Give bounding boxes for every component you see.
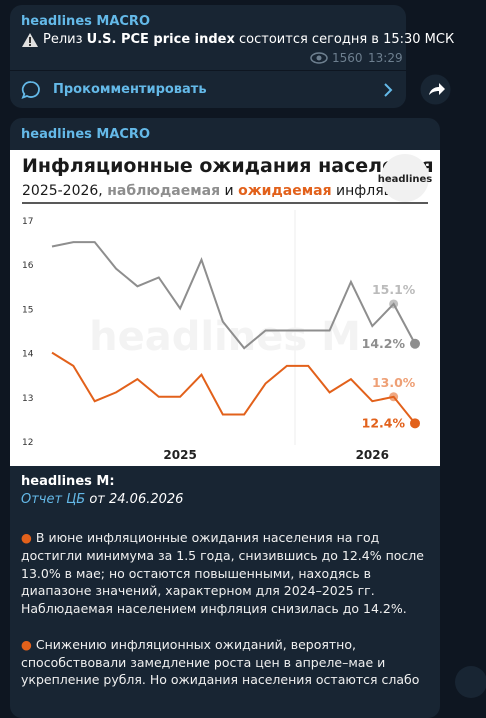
y-tick-label: 16 <box>22 261 34 271</box>
watermark: headlines M <box>89 314 361 360</box>
text: 2025-2026, <box>22 183 107 199</box>
paragraph: ● В июне инфляционные ожидания населения… <box>21 529 431 618</box>
author[interactable]: headlines MACRO <box>21 127 150 142</box>
link[interactable]: Отчет ЦБ <box>21 492 86 507</box>
time: 13:29 <box>368 51 403 65</box>
y-tick-label: 17 <box>22 217 33 227</box>
paragraph: ● Снижению инфляционных ожиданий, вероят… <box>21 636 431 689</box>
series-line <box>51 241 416 350</box>
message-text: Релиз U.S. PCE price index состоится сег… <box>43 32 454 47</box>
quote-author: headlines M: <box>21 474 115 489</box>
divider <box>10 70 406 71</box>
message: headlines MACRO Инфляционные ожидания на… <box>10 118 440 718</box>
text: от 24.06.2026 <box>89 492 184 507</box>
text: U.S. PCE price index <box>86 32 235 47</box>
bullet: ● <box>21 636 32 652</box>
text: В июне инфляционные ожидания населения н… <box>21 530 424 617</box>
views-icon <box>310 52 328 64</box>
warning-icon <box>22 33 38 47</box>
text: ожидаемая <box>238 183 332 199</box>
value-label: 13.0% <box>372 375 416 390</box>
y-tick-label: 14 <box>22 350 34 360</box>
value-label: 15.1% <box>372 282 416 297</box>
page: headlines MACRO Релиз U.S. PCE price ind… <box>10 5 486 718</box>
point-marker <box>389 392 399 402</box>
x-tick-label: 2025 <box>163 448 196 462</box>
text: состоится сегодня в 15:30 МСК <box>234 32 455 47</box>
message: headlines MACRO Релиз U.S. PCE price ind… <box>10 5 454 108</box>
chart-image[interactable]: Инфляционные ожидания населения 2025-202… <box>10 150 440 466</box>
point-marker <box>410 418 420 429</box>
point-marker <box>410 338 420 349</box>
y-tick-label: 13 <box>22 394 33 404</box>
chart-title: Инфляционные ожидания населения <box>22 155 434 177</box>
logo-text: headlines <box>378 174 433 185</box>
chart-subtitle: 2025-2026, наблюдаемая и ожидаемая инфля… <box>22 183 411 199</box>
text: и <box>220 183 238 199</box>
comment-icon <box>21 81 40 100</box>
y-tick-label: 12 <box>22 438 33 448</box>
scroll-button[interactable] <box>455 666 486 698</box>
source: Отчет ЦБ от 24.06.2026 <box>21 492 183 507</box>
bullet: ● <box>21 530 32 545</box>
comment-button[interactable]: Прокомментировать <box>53 82 207 97</box>
point-marker <box>389 299 399 309</box>
body: ● В июне инфляционные ожидания населения… <box>21 529 431 689</box>
logo <box>381 154 429 202</box>
text: наблюдаемая <box>107 183 220 199</box>
chevron <box>384 83 393 97</box>
y-tick-label: 15 <box>22 305 33 315</box>
author[interactable]: headlines MACRO <box>21 14 150 29</box>
value-label: 14.2% <box>362 336 406 351</box>
share-button[interactable] <box>420 74 451 105</box>
text: Релиз <box>43 32 87 47</box>
text: Снижению инфляционных ожиданий, вероятно… <box>21 636 420 688</box>
views: 1560 <box>332 51 363 65</box>
series-line <box>51 351 416 424</box>
value-label: 12.4% <box>362 415 406 430</box>
x-tick-label: 2026 <box>356 448 389 462</box>
